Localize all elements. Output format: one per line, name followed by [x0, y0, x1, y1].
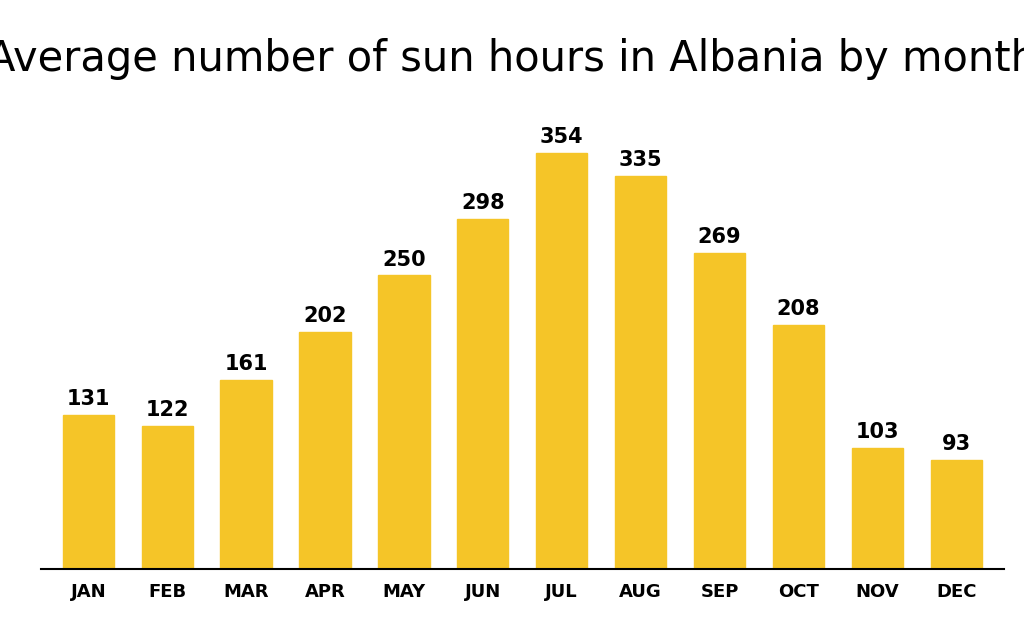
Bar — [457, 219, 509, 569]
Text: Average number of sun hours in Albania by month: Average number of sun hours in Albania b… — [0, 38, 1024, 80]
Text: 161: 161 — [224, 354, 268, 374]
Bar — [141, 425, 193, 569]
Text: 103: 103 — [855, 422, 899, 442]
Text: 335: 335 — [618, 150, 663, 170]
Text: 208: 208 — [776, 299, 820, 319]
Text: 269: 269 — [697, 227, 741, 247]
Text: 298: 298 — [461, 193, 505, 213]
Text: 250: 250 — [382, 250, 426, 269]
Text: 354: 354 — [540, 128, 584, 147]
Bar — [299, 332, 350, 569]
Bar — [694, 253, 745, 569]
Bar — [220, 380, 271, 569]
Bar — [931, 459, 982, 569]
Text: 93: 93 — [942, 434, 971, 454]
Bar — [62, 415, 114, 569]
Text: 202: 202 — [303, 306, 347, 326]
Bar — [536, 154, 588, 569]
Bar — [378, 276, 429, 569]
Bar — [773, 325, 824, 569]
Bar — [615, 176, 667, 569]
Bar — [852, 448, 903, 569]
Text: 122: 122 — [145, 399, 189, 420]
Text: 131: 131 — [67, 389, 110, 409]
